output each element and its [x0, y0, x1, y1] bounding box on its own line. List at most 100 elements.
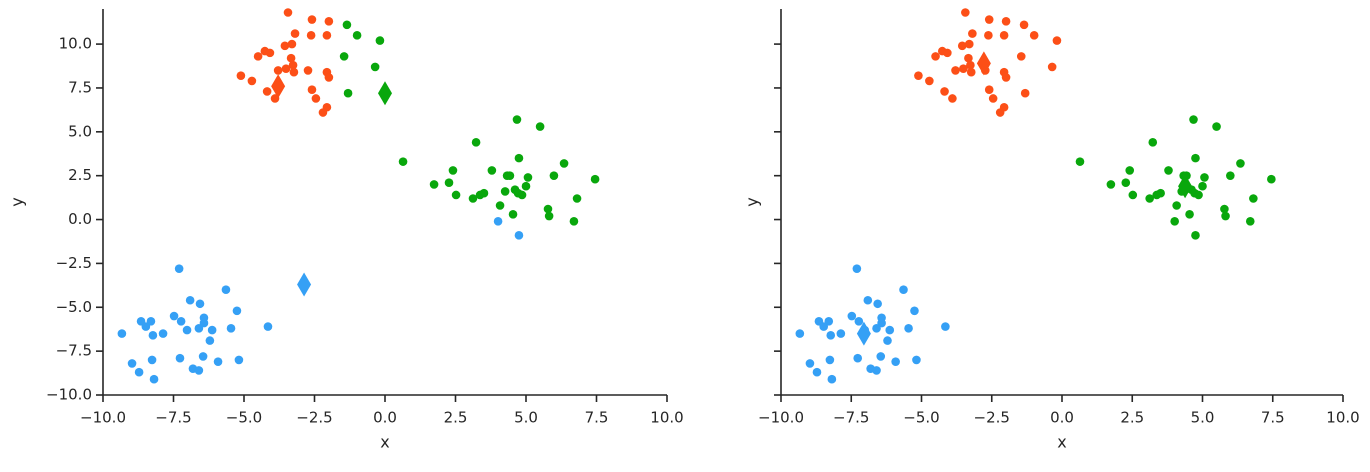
point [451, 190, 461, 200]
point [339, 52, 349, 61]
point [569, 217, 579, 226]
point [205, 336, 215, 345]
point [287, 39, 297, 49]
point [572, 194, 582, 203]
point [174, 264, 184, 273]
point [914, 71, 923, 80]
point [306, 31, 316, 40]
point [549, 171, 559, 180]
point [931, 52, 940, 61]
x-tick-label: −5.0 [903, 409, 939, 427]
point [951, 66, 960, 75]
point [984, 85, 994, 95]
point [876, 352, 886, 361]
point [819, 322, 829, 331]
point [590, 174, 600, 184]
x-tick-label: 0.0 [1050, 409, 1074, 427]
point [964, 39, 974, 49]
point [912, 355, 921, 365]
point [253, 52, 263, 61]
point [995, 108, 1005, 117]
x-tick-label: 10.0 [650, 409, 683, 427]
point [825, 355, 835, 365]
point [1029, 31, 1039, 40]
point [1226, 171, 1235, 180]
x-tick-label: 10.0 [1326, 409, 1359, 427]
point [194, 324, 204, 333]
point [514, 231, 524, 240]
point [198, 352, 208, 361]
point [182, 325, 192, 335]
point [487, 166, 497, 175]
point [1128, 190, 1138, 200]
point [1019, 20, 1029, 30]
point [288, 60, 298, 70]
point [280, 41, 290, 51]
point [1249, 194, 1258, 203]
point [493, 217, 503, 226]
x-tick-label: 2.5 [1120, 409, 1144, 427]
point [1221, 211, 1230, 221]
point [1152, 190, 1161, 200]
point [234, 355, 244, 365]
point [1212, 122, 1221, 131]
point [307, 85, 317, 95]
point [984, 15, 994, 24]
point [1170, 217, 1179, 226]
point [852, 264, 862, 273]
point [1198, 181, 1207, 191]
x-tick-label: 5.0 [514, 409, 538, 427]
point [812, 367, 822, 377]
point [941, 322, 950, 331]
point [307, 15, 317, 24]
point [1200, 173, 1209, 182]
point [999, 31, 1009, 40]
point [505, 171, 515, 180]
point [448, 166, 458, 175]
point [1016, 52, 1026, 61]
point [318, 108, 328, 117]
point [1189, 115, 1198, 124]
point [872, 366, 881, 375]
point [559, 159, 569, 168]
point [984, 31, 993, 40]
point [342, 20, 352, 30]
point [375, 36, 385, 45]
point [957, 41, 967, 51]
point [959, 64, 968, 73]
point [1047, 62, 1057, 72]
point [273, 66, 283, 75]
x-tick-label: −7.5 [833, 409, 869, 427]
x-tick-label: −7.5 [155, 409, 191, 427]
point [948, 94, 957, 103]
point [988, 94, 998, 103]
point [226, 324, 236, 333]
point [262, 87, 272, 96]
point [370, 62, 380, 72]
point [444, 178, 454, 187]
centroid [976, 51, 991, 76]
point [468, 194, 478, 203]
point [1148, 138, 1158, 147]
point [853, 353, 863, 363]
point [158, 329, 168, 338]
x-tick-label: −5.0 [226, 409, 262, 427]
point [885, 325, 895, 335]
point [141, 322, 151, 331]
point [169, 311, 179, 321]
point [966, 60, 975, 70]
point [398, 157, 408, 166]
x-tick-label: −10.0 [80, 409, 126, 427]
point [1075, 157, 1085, 166]
point [147, 355, 157, 365]
x-tick-label: 5.0 [1191, 409, 1215, 427]
point [1220, 204, 1229, 214]
point [475, 190, 485, 200]
x-tick-label: 2.5 [444, 409, 468, 427]
point [535, 122, 545, 131]
point [117, 329, 127, 338]
point [904, 324, 913, 333]
point [1001, 16, 1011, 26]
point [207, 325, 217, 335]
point [429, 180, 439, 189]
